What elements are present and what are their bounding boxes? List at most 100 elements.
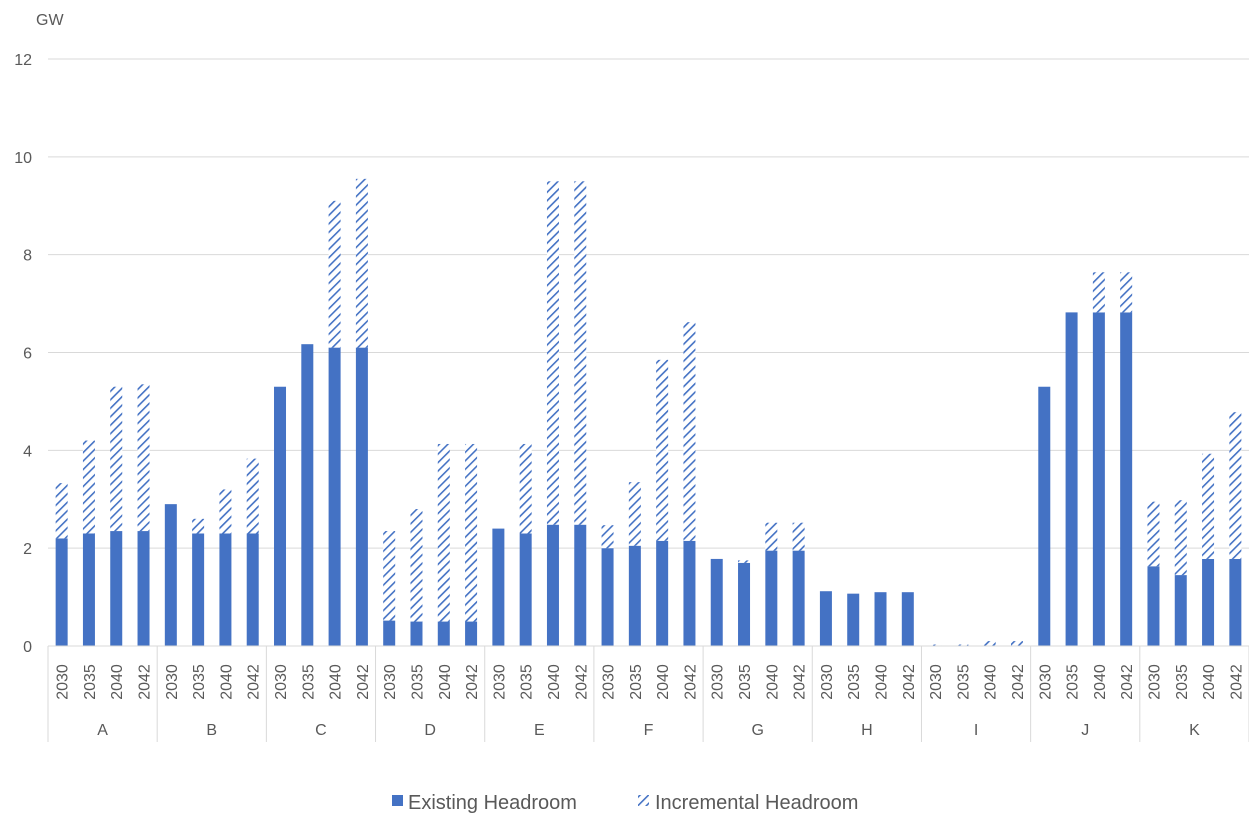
bar-existing-D-2042	[465, 621, 478, 646]
bar-existing-C-2035	[301, 344, 314, 646]
x-tick-label: 2035	[737, 664, 754, 700]
bar-existing-C-2030	[274, 386, 287, 646]
x-tick-label: 2042	[355, 664, 372, 700]
x-tick-label: 2040	[655, 664, 672, 700]
x-tick-label: 2035	[628, 664, 645, 700]
group-label: K	[1189, 722, 1200, 739]
bar-existing-E-2030	[492, 528, 505, 646]
bar-incremental-D-2035	[410, 509, 423, 622]
x-tick-label: 2035	[300, 664, 317, 700]
bar-existing-F-2042	[683, 540, 696, 646]
x-tick-label: 2040	[218, 664, 235, 700]
bar-incremental-I-2040	[983, 641, 996, 646]
bar-incremental-K-2040	[1202, 453, 1215, 559]
bar-incremental-D-2040	[437, 443, 450, 622]
bar-incremental-B-2042	[246, 458, 259, 534]
x-tick-label: 2042	[792, 664, 809, 700]
y-axis-ticks: 0 2 4 6 8 10 12	[14, 52, 32, 656]
bar-existing-E-2035	[519, 533, 532, 646]
x-tick-label: 2040	[328, 664, 345, 700]
x-tick-label: 2042	[464, 664, 481, 700]
bar-existing-B-2040	[219, 533, 232, 646]
group-label: D	[424, 722, 436, 739]
x-tick-label: 2035	[409, 664, 426, 700]
bar-incremental-E-2035	[519, 443, 532, 534]
bar-incremental-F-2042	[683, 322, 696, 541]
bar-incremental-F-2040	[656, 359, 669, 541]
bar-incremental-G-2035	[738, 560, 751, 563]
x-tick-label: 2035	[191, 664, 208, 700]
x-tick-label: 2042	[246, 664, 263, 700]
x-tick-label: 2042	[1228, 664, 1245, 700]
y-tick-label: 0	[23, 639, 32, 656]
bar-existing-F-2035	[628, 545, 641, 646]
x-axis: 2030 2035 2040 2042 A 2030 2035 2040 2042 B 2030 20…	[47, 645, 1249, 742]
bar-incremental-I-2035	[956, 644, 969, 646]
group-label: C	[315, 722, 327, 739]
bar-incremental-A-2042	[137, 384, 150, 532]
x-tick-label: 2035	[955, 664, 972, 700]
bars	[55, 178, 1242, 646]
group-label: A	[97, 722, 108, 739]
bar-existing-C-2040	[328, 347, 341, 646]
bar-incremental-I-2042	[1010, 641, 1023, 646]
group-label: I	[974, 722, 978, 739]
bar-existing-K-2035	[1174, 575, 1187, 646]
x-tick-label: 2040	[546, 664, 563, 700]
bar-existing-E-2040	[546, 524, 559, 646]
bar-existing-B-2042	[246, 533, 259, 646]
y-tick-label: 4	[23, 443, 32, 460]
bar-incremental-A-2040	[110, 386, 123, 532]
x-tick-label: 2042	[901, 664, 918, 700]
bar-incremental-B-2040	[219, 489, 232, 534]
legend-swatch-incremental	[638, 795, 649, 806]
x-tick-label: 2040	[983, 664, 1000, 700]
bar-existing-H-2042	[901, 592, 914, 646]
group-label: J	[1081, 722, 1089, 739]
legend-swatch-existing	[392, 795, 403, 806]
group-label: G	[751, 722, 763, 739]
x-tick-label: 2035	[519, 664, 536, 700]
x-tick-label: 2042	[137, 664, 154, 700]
bar-existing-K-2030	[1147, 566, 1160, 646]
bar-existing-F-2030	[601, 548, 614, 646]
y-tick-label: 2	[23, 541, 32, 558]
bar-incremental-G-2040	[765, 522, 778, 551]
bar-existing-J-2042	[1120, 312, 1133, 646]
bar-incremental-C-2040	[328, 200, 341, 348]
bar-existing-H-2040	[874, 592, 887, 646]
x-tick-label: 2030	[601, 664, 618, 700]
bar-existing-A-2035	[82, 533, 95, 646]
bar-existing-G-2030	[710, 558, 723, 646]
x-tick-label: 2030	[710, 664, 727, 700]
x-tick-label: 2030	[928, 664, 945, 700]
x-tick-label: 2030	[273, 664, 290, 700]
bar-existing-H-2030	[819, 591, 832, 646]
x-tick-label: 2040	[874, 664, 891, 700]
bar-existing-J-2030	[1038, 386, 1051, 646]
bar-incremental-A-2030	[55, 483, 68, 539]
bar-existing-D-2035	[410, 621, 423, 646]
bar-existing-J-2035	[1065, 312, 1078, 646]
x-tick-label: 2040	[1201, 664, 1218, 700]
bar-incremental-F-2035	[628, 482, 641, 546]
group-label: B	[206, 722, 217, 739]
x-tick-label: 2030	[1037, 664, 1054, 700]
legend-label-incremental: Incremental Headroom	[655, 792, 858, 814]
bar-incremental-G-2042	[792, 522, 805, 551]
bar-incremental-K-2042	[1229, 412, 1242, 559]
group-label: F	[644, 722, 654, 739]
bar-existing-D-2040	[437, 621, 450, 646]
group-label: E	[534, 722, 545, 739]
bar-existing-C-2042	[355, 347, 368, 646]
x-tick-label: 2040	[109, 664, 126, 700]
bar-incremental-J-2040	[1092, 272, 1105, 313]
x-tick-label: 2030	[819, 664, 836, 700]
y-axis-label: GW	[36, 12, 64, 29]
bar-existing-B-2035	[192, 533, 205, 646]
x-tick-label: 2042	[682, 664, 699, 700]
x-tick-label: 2042	[1010, 664, 1027, 700]
bar-existing-A-2030	[55, 538, 68, 646]
bar-existing-G-2035	[738, 562, 751, 646]
